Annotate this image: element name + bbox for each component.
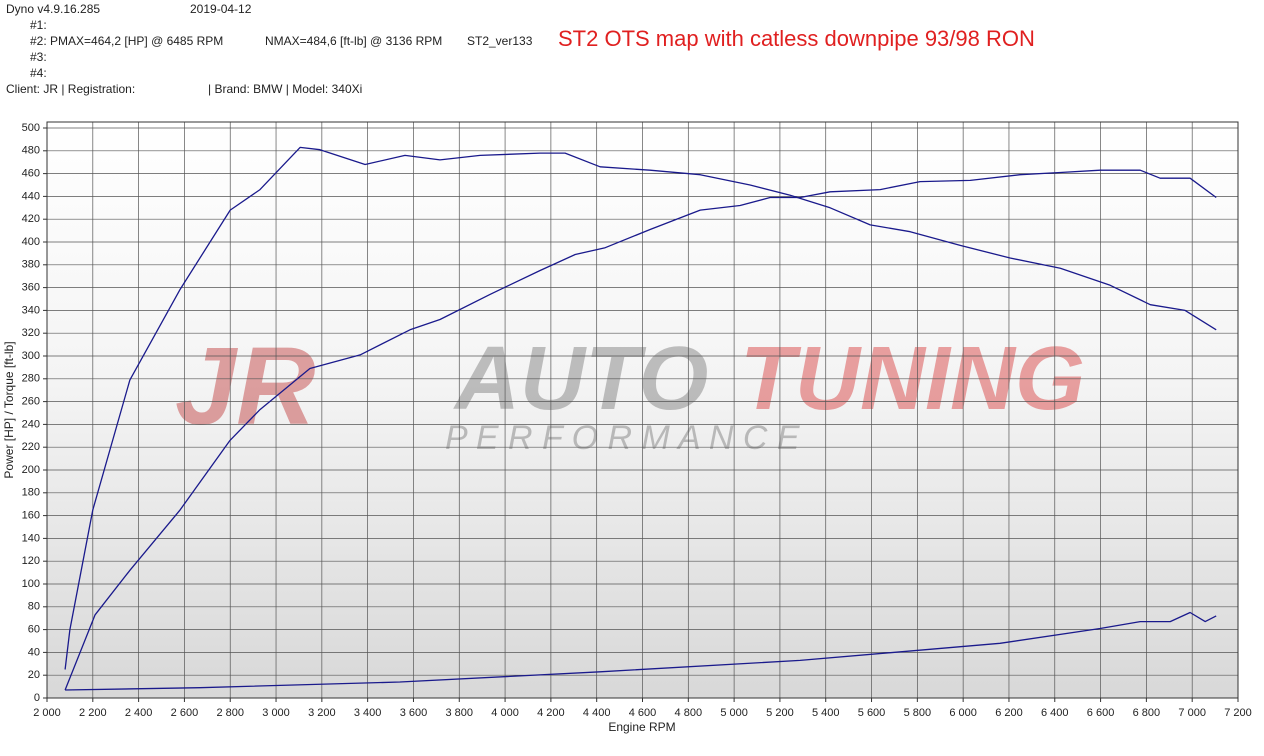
x-tick-label: 6 400 (1041, 707, 1069, 719)
y-tick-label: 160 (22, 510, 40, 522)
x-tick-label: 2 600 (171, 707, 199, 719)
y-tick-label: 420 (22, 213, 40, 225)
y-tick-label: 80 (28, 601, 40, 613)
x-tick-label: 6 200 (995, 707, 1023, 719)
y-tick-label: 280 (22, 373, 40, 385)
x-tick-label: 7 200 (1224, 707, 1252, 719)
y-tick-label: 480 (22, 145, 40, 157)
x-tick-label: 4 200 (537, 707, 565, 719)
header-text: #3: (30, 50, 47, 64)
x-tick-label: 3 400 (354, 707, 382, 719)
lines (64, 146, 1217, 691)
y-tick-label: 460 (22, 168, 40, 180)
y-tick-label: 100 (22, 578, 40, 590)
y-tick-label: 360 (22, 282, 40, 294)
header-text: #2: PMAX=464,2 [HP] @ 6485 RPM (30, 34, 223, 48)
header-text: | Brand: BMW | Model: 340Xi (208, 82, 362, 96)
x-tick-label: 2 000 (33, 707, 61, 719)
y-tick-label: 440 (22, 190, 40, 202)
x-tick-label: 4 000 (491, 707, 519, 719)
header-text: Dyno v4.9.16.285 (6, 2, 100, 16)
line-series (64, 146, 1217, 670)
line-series (64, 169, 1217, 691)
x-tick-label: 3 000 (262, 707, 290, 719)
x-tick-label: 6 800 (1133, 707, 1161, 719)
y-tick-label: 20 (28, 669, 40, 681)
header-text: ST2_ver133 (467, 34, 533, 48)
x-tick-label: 3 200 (308, 707, 336, 719)
header-text: #1: (30, 18, 47, 32)
y-tick-label: 60 (28, 624, 40, 636)
x-tick-label: 2 400 (125, 707, 153, 719)
x-axis-label: Engine RPM (608, 720, 675, 734)
y-tick-label: 200 (22, 464, 40, 476)
y-tick-label: 240 (22, 418, 40, 430)
x-tick-label: 4 600 (629, 707, 657, 719)
y-tick-label: 120 (22, 555, 40, 567)
y-tick-label: 380 (22, 259, 40, 271)
y-tick-label: 40 (28, 646, 40, 658)
y-tick-label: 320 (22, 327, 40, 339)
x-tick-label: 2 200 (79, 707, 107, 719)
watermark-tagline: P E R F O R M A N C E (445, 419, 800, 457)
y-tick-label: 180 (22, 487, 40, 499)
x-tick-label: 2 800 (216, 707, 244, 719)
header-text: NMAX=484,6 [ft-lb] @ 3136 RPM (265, 34, 442, 48)
y-tick-label: 260 (22, 396, 40, 408)
watermark-logo: JR (175, 325, 316, 448)
x-tick-label: 6 600 (1087, 707, 1115, 719)
y-tick-label: 340 (22, 304, 40, 316)
y-tick-label: 0 (34, 692, 40, 704)
x-tick-label: 6 000 (949, 707, 977, 719)
x-tick-label: 5 600 (858, 707, 886, 719)
x-tick-label: 5 400 (812, 707, 840, 719)
header-text: Client: JR | Registration: (6, 82, 135, 96)
y-tick-label: 400 (22, 236, 40, 248)
x-tick-label: 7 000 (1178, 707, 1206, 719)
x-tick-label: 5 000 (720, 707, 748, 719)
x-tick-label: 4 400 (583, 707, 611, 719)
x-tick-label: 5 200 (766, 707, 794, 719)
y-axis-label: Power [HP] / Torque [ft-lb] (2, 341, 16, 478)
header-text: 2019-04-12 (190, 2, 252, 16)
y-tick-label: 300 (22, 350, 40, 362)
y-tick-label: 140 (22, 532, 40, 544)
chart-title: ST2 OTS map with catless downpipe 93/98 … (558, 26, 1035, 51)
x-tick-label: 3 600 (400, 707, 428, 719)
watermark: JR AUTO TUNING P E R F O R M A N C E (175, 325, 1085, 457)
x-tick-label: 3 800 (446, 707, 474, 719)
y-tick-label: 220 (22, 441, 40, 453)
header-text: #4: (30, 66, 47, 80)
x-tick-label: 5 800 (904, 707, 932, 719)
line-series (65, 611, 1217, 691)
y-tick-label: 500 (22, 122, 40, 134)
x-tick-label: 4 800 (675, 707, 703, 719)
